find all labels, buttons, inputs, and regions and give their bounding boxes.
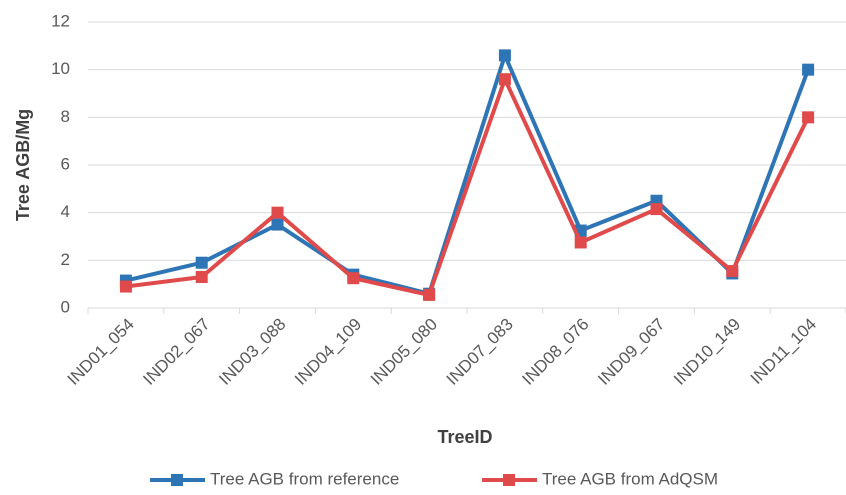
x-tick-label: IND07_083: [443, 315, 517, 389]
x-tick-label: IND10_149: [670, 315, 744, 389]
y-tick-label: 2: [61, 250, 70, 269]
point-marker: [347, 272, 360, 285]
y-tick-label: 8: [61, 107, 70, 126]
y-tick-label: 4: [61, 202, 70, 221]
point-marker: [802, 63, 815, 76]
x-tick-label: IND03_088: [215, 315, 289, 389]
point-marker: [726, 265, 739, 278]
point-marker: [271, 206, 284, 219]
y-tick-label: 10: [51, 59, 70, 78]
x-tick-label: IND04_109: [291, 315, 365, 389]
x-tick-label: IND08_076: [518, 315, 592, 389]
y-tick-label: 0: [61, 297, 70, 316]
x-tick-label: IND09_067: [594, 315, 668, 389]
legend-label: Tree AGB from reference: [210, 469, 399, 488]
point-marker: [423, 288, 436, 301]
x-tick-label: IND01_054: [64, 315, 138, 389]
point-marker: [119, 280, 132, 293]
legend-marker: [171, 474, 183, 486]
point-marker: [195, 271, 208, 284]
y-tick-label: 6: [61, 154, 70, 173]
legend-marker: [503, 474, 515, 486]
legend-label: Tree AGB from AdQSM: [542, 469, 718, 488]
point-marker: [650, 203, 663, 216]
x-tick-label: IND05_080: [367, 315, 441, 389]
point-marker: [574, 236, 587, 249]
x-axis-title: TreeID: [437, 427, 492, 447]
y-tick-label: 12: [51, 11, 70, 30]
point-marker: [498, 73, 511, 86]
point-marker: [802, 111, 815, 124]
x-tick-label: IND02_067: [139, 315, 213, 389]
point-marker: [271, 218, 284, 231]
series-line: [125, 77, 810, 297]
series-line: [125, 53, 810, 296]
x-tick-label: IND11_104: [747, 315, 820, 388]
y-axis-title: Tree AGB/Mg: [13, 109, 33, 221]
point-marker: [498, 49, 511, 62]
point-marker: [195, 256, 208, 269]
